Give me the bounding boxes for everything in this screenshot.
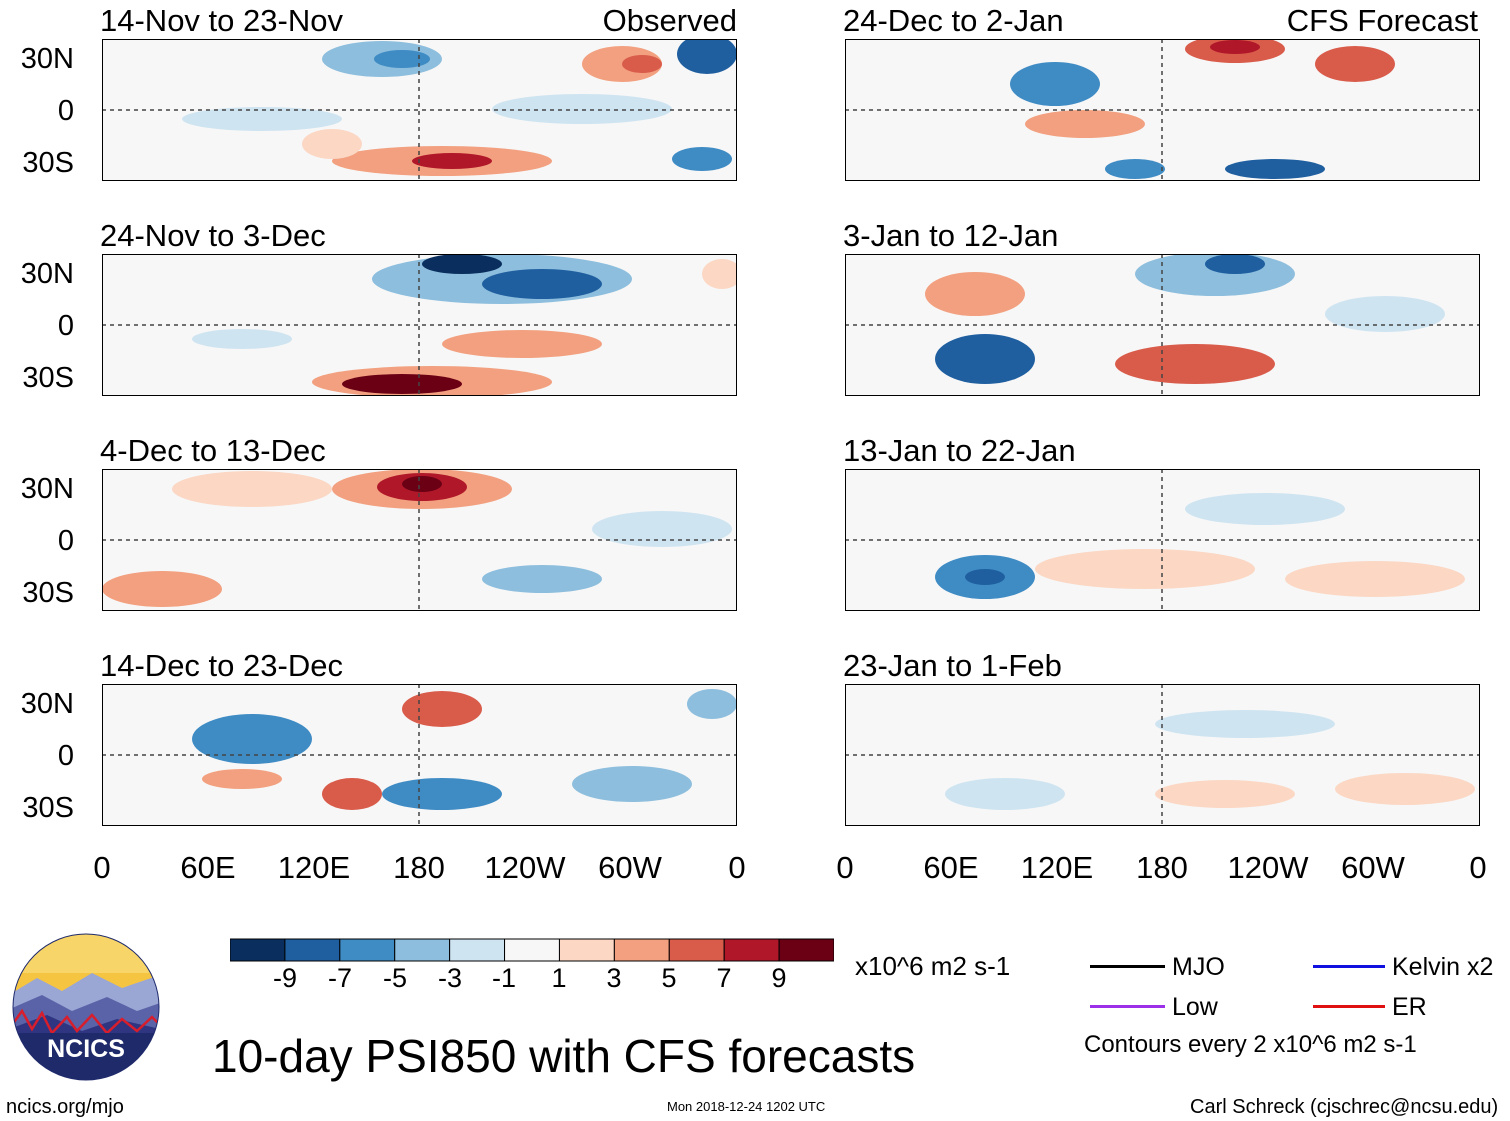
- x-tick: 0: [836, 850, 854, 885]
- panel-title: 3-Jan to 12-Jan: [843, 218, 1059, 253]
- main-title: 10-day PSI850 with CFS forecasts: [212, 1030, 916, 1082]
- ncics-logo: NCICS: [12, 933, 160, 1081]
- legend-low-label: Low: [1172, 993, 1218, 1021]
- y-tick-0: 0: [57, 95, 74, 127]
- panel-title: 14-Dec to 23-Dec: [100, 648, 343, 683]
- x-tick: 0: [728, 850, 746, 885]
- legend-low-line: [1090, 1005, 1165, 1008]
- legend-mjo-label: MJO: [1172, 953, 1225, 981]
- colorbar-units: x10^6 m2 s-1: [855, 951, 1011, 981]
- x-tick: 0: [93, 850, 111, 885]
- y-tick-30n: 30N: [20, 473, 74, 505]
- panel-tag: CFS Forecast: [1286, 3, 1478, 38]
- colorbar-label: -7: [327, 963, 353, 993]
- legend-er-label: ER: [1392, 993, 1427, 1021]
- colorbar-box: [449, 938, 506, 962]
- colorbar-box: [668, 938, 725, 962]
- panel-title: 13-Jan to 22-Jan: [843, 433, 1076, 468]
- y-tick-30s: 30S: [22, 147, 74, 179]
- colorbar-box: [504, 938, 560, 962]
- map-panel: [845, 469, 1480, 611]
- x-tick: 120W: [484, 850, 566, 885]
- x-tick: 180: [1136, 850, 1188, 885]
- y-tick-30s: 30S: [22, 792, 74, 824]
- y-tick-30n: 30N: [20, 258, 74, 290]
- colorbar-box: [284, 938, 341, 962]
- footer-url: ncics.org/mjo: [6, 1096, 124, 1118]
- panel-title: 14-Nov to 23-Nov: [100, 3, 343, 38]
- colorbar-box: [613, 938, 670, 962]
- colorbar-label: -3: [437, 963, 463, 993]
- map-panel: [102, 254, 737, 396]
- y-tick-30n: 30N: [20, 688, 74, 720]
- colorbar-boxes: [230, 938, 834, 962]
- footer-author: Carl Schreck (cjschrec@ncsu.edu): [1190, 1096, 1499, 1118]
- y-tick-0: 0: [57, 525, 74, 557]
- legend-kelvin-line: [1313, 965, 1385, 968]
- y-tick-30s: 30S: [22, 362, 74, 394]
- colorbar-label: -5: [382, 963, 408, 993]
- panel-title: 4-Dec to 13-Dec: [100, 433, 326, 468]
- panel-tag: Observed: [602, 3, 737, 38]
- x-tick: 0: [1469, 850, 1487, 885]
- panel-title: 24-Dec to 2-Jan: [843, 3, 1064, 38]
- y-tick-30n: 30N: [20, 43, 74, 75]
- colorbar-box: [230, 938, 286, 962]
- x-tick: 120E: [1020, 850, 1094, 885]
- colorbar-label: 9: [771, 963, 787, 993]
- footer-timestamp: Mon 2018-12-24 1202 UTC: [667, 1099, 826, 1114]
- map-panel: [102, 39, 737, 181]
- panel-title: 24-Nov to 3-Dec: [100, 218, 326, 253]
- colorbar-box: [339, 938, 396, 962]
- legend-contours-note: Contours every 2 x10^6 m2 s-1: [1084, 1031, 1417, 1058]
- colorbar-box: [558, 938, 615, 962]
- legend-kelvin-label: Kelvin x2: [1392, 953, 1494, 981]
- colorbar-label: 7: [716, 963, 732, 993]
- x-tick: 120W: [1227, 850, 1309, 885]
- colorbar-box: [723, 938, 780, 962]
- x-tick: 60W: [1341, 850, 1405, 885]
- colorbar-box: [394, 938, 451, 962]
- x-tick: 60E: [923, 850, 979, 885]
- colorbar-box: [778, 938, 834, 962]
- x-tick: 120E: [277, 850, 351, 885]
- legend-er-line: [1313, 1005, 1385, 1008]
- map-panel: [845, 684, 1480, 826]
- map-panel: [845, 39, 1480, 181]
- colorbar-label: -1: [491, 963, 517, 993]
- x-tick: 60W: [598, 850, 662, 885]
- y-tick-30s: 30S: [22, 577, 74, 609]
- colorbar-label: -9: [272, 963, 298, 993]
- colorbar-label: 1: [551, 963, 567, 993]
- map-panel: [845, 254, 1480, 396]
- panel-title: 23-Jan to 1-Feb: [843, 648, 1062, 683]
- logo-text: NCICS: [47, 1035, 125, 1063]
- map-panel: [102, 469, 737, 611]
- map-panel: [102, 684, 737, 826]
- colorbar-label: 5: [661, 963, 677, 993]
- x-tick: 180: [393, 850, 445, 885]
- colorbar-label: 3: [606, 963, 622, 993]
- y-tick-0: 0: [57, 740, 74, 772]
- legend-mjo-line: [1090, 965, 1165, 968]
- y-tick-0: 0: [57, 310, 74, 342]
- x-tick: 60E: [180, 850, 236, 885]
